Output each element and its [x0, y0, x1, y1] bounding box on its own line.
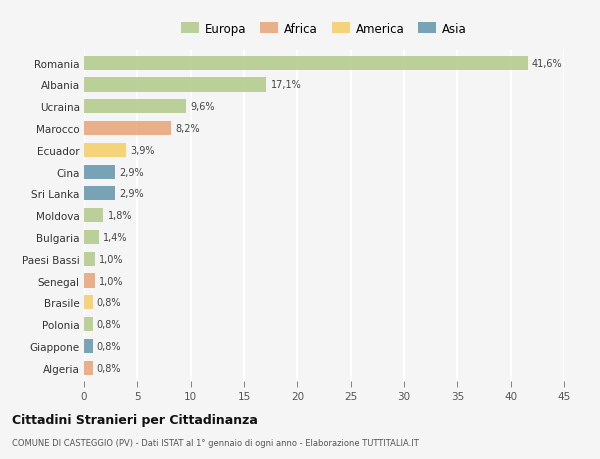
Text: 8,2%: 8,2%: [176, 124, 200, 134]
Text: Cittadini Stranieri per Cittadinanza: Cittadini Stranieri per Cittadinanza: [12, 413, 258, 426]
Bar: [84, 187, 115, 201]
Bar: [84, 317, 92, 331]
Text: 0,8%: 0,8%: [97, 363, 121, 373]
Bar: [84, 165, 115, 179]
Bar: [84, 274, 95, 288]
Bar: [84, 252, 95, 266]
Bar: [84, 56, 528, 71]
Bar: [84, 78, 266, 92]
Bar: [84, 296, 92, 310]
Text: 1,4%: 1,4%: [103, 232, 128, 242]
Text: 41,6%: 41,6%: [532, 59, 563, 68]
Legend: Europa, Africa, America, Asia: Europa, Africa, America, Asia: [179, 20, 469, 38]
Text: 1,8%: 1,8%: [107, 211, 132, 221]
Bar: [84, 100, 187, 114]
Bar: [84, 230, 99, 245]
Bar: [84, 143, 125, 157]
Bar: [84, 339, 92, 353]
Text: 0,8%: 0,8%: [97, 319, 121, 330]
Text: 3,9%: 3,9%: [130, 146, 154, 156]
Text: 2,9%: 2,9%: [119, 189, 144, 199]
Bar: [84, 209, 103, 223]
Text: 9,6%: 9,6%: [191, 102, 215, 112]
Text: 1,0%: 1,0%: [99, 254, 124, 264]
Text: COMUNE DI CASTEGGIO (PV) - Dati ISTAT al 1° gennaio di ogni anno - Elaborazione : COMUNE DI CASTEGGIO (PV) - Dati ISTAT al…: [12, 438, 419, 448]
Text: 1,0%: 1,0%: [99, 276, 124, 286]
Bar: [84, 361, 92, 375]
Text: 0,8%: 0,8%: [97, 341, 121, 351]
Text: 0,8%: 0,8%: [97, 298, 121, 308]
Bar: [84, 122, 172, 136]
Text: 2,9%: 2,9%: [119, 167, 144, 177]
Text: 17,1%: 17,1%: [271, 80, 301, 90]
